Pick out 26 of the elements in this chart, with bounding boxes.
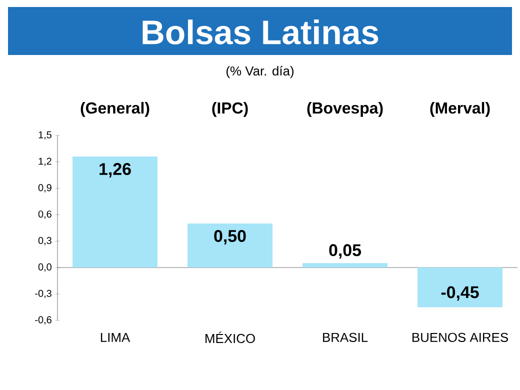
data-label: 0,50 — [214, 230, 246, 244]
y-tick-label: 0,0 — [38, 263, 52, 272]
y-tick-label: 0,3 — [38, 237, 52, 246]
text: (IPC) — [212, 102, 248, 117]
x-tick-label: BRASIL — [323, 332, 368, 342]
y-tick-label: 0,9 — [38, 184, 52, 192]
x-tick-label: MÉXICO — [206, 332, 255, 344]
bar — [302, 263, 388, 268]
y-tick-label: -0,3 — [35, 290, 52, 298]
bar — [418, 268, 503, 308]
text: (Bovespa) — [307, 102, 383, 117]
data-label: 1,26 — [100, 163, 131, 178]
y-tick-label: 1,2 — [38, 158, 52, 166]
chart-title: Bolsas Latinas — [142, 20, 378, 44]
chart-subtitle: (% Var. día) — [226, 66, 294, 78]
y-tick-label: 1,5 — [38, 131, 52, 140]
x-tick-label: BUENOS AIRES — [412, 332, 508, 342]
bar — [188, 224, 273, 268]
bar — [72, 156, 158, 268]
y-tick-label: 0,6 — [38, 210, 52, 219]
data-label: 0,05 — [329, 244, 362, 259]
text: (General) — [80, 102, 150, 117]
x-tick-label: LIMA — [100, 332, 130, 342]
text: (Merval) — [430, 102, 490, 117]
data-label: -0,45 — [441, 286, 479, 301]
y-tick-label: -0,6 — [35, 316, 52, 325]
